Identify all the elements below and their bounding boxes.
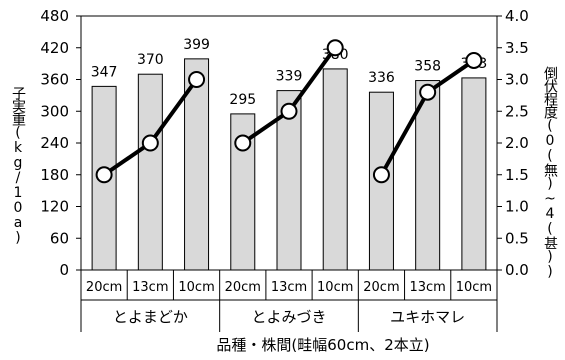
group-label: ユキホマレ bbox=[390, 308, 465, 326]
x-axis: 20cm 13cm 10cm 20cm 13cm 10cm 20cm 13cm 10cm とよまど… bbox=[80, 270, 498, 332]
plot-area: 347370399295339380336358363 bbox=[80, 15, 498, 271]
line-point bbox=[372, 166, 390, 184]
category-label: 10cm bbox=[317, 280, 353, 295]
line-point bbox=[234, 134, 252, 152]
bar bbox=[91, 85, 117, 271]
tick-label: 4.0 bbox=[505, 7, 529, 25]
tick-label: 0.0 bbox=[505, 261, 529, 279]
line-point bbox=[326, 39, 344, 57]
data-label: 370 bbox=[137, 52, 164, 68]
group-label: とよまどか bbox=[113, 308, 188, 326]
category-label: 13cm bbox=[132, 280, 168, 295]
data-label: 339 bbox=[276, 69, 303, 85]
data-label: 295 bbox=[229, 92, 256, 108]
category-label: 20cm bbox=[363, 280, 399, 295]
line-point bbox=[188, 71, 206, 88]
category-label: 13cm bbox=[409, 280, 445, 295]
line-point bbox=[95, 166, 113, 184]
bar bbox=[415, 80, 441, 271]
y-axis-label-left: 子実重(kg/10a) bbox=[10, 86, 26, 245]
line-point bbox=[141, 134, 159, 152]
category-label: 13cm bbox=[271, 280, 307, 295]
tick-label: 2.5 bbox=[505, 102, 529, 120]
y-axis-label-right: 倒伏程度(0(無)~4(甚)) bbox=[542, 66, 558, 279]
left-axis: 0 60 120 180 240 300 360 420 480 bbox=[40, 7, 81, 279]
data-label: 336 bbox=[368, 70, 395, 86]
bar bbox=[322, 68, 348, 271]
category-label: 10cm bbox=[456, 280, 492, 295]
category-label: 10cm bbox=[178, 280, 214, 295]
tick-label: 60 bbox=[50, 229, 69, 247]
tick-label: 420 bbox=[40, 39, 69, 57]
data-label: 358 bbox=[414, 59, 441, 75]
bar bbox=[276, 90, 302, 271]
tick-label: 3.0 bbox=[505, 71, 529, 89]
line-point bbox=[280, 102, 298, 120]
tick-label: 1.5 bbox=[505, 166, 529, 184]
tick-label: 480 bbox=[40, 7, 69, 25]
bar bbox=[184, 58, 210, 271]
tick-label: 360 bbox=[40, 71, 69, 89]
tick-label: 120 bbox=[40, 198, 69, 216]
x-axis-label: 品種・株間(畦幅60cm、2本立) bbox=[216, 336, 429, 354]
bar bbox=[461, 77, 487, 271]
data-label: 399 bbox=[183, 37, 210, 53]
tick-label: 300 bbox=[40, 102, 69, 120]
tick-label: 0 bbox=[59, 261, 69, 279]
tick-label: 3.5 bbox=[505, 39, 529, 57]
tick-label: 240 bbox=[40, 134, 69, 152]
bar bbox=[137, 73, 163, 271]
data-label: 347 bbox=[91, 64, 118, 80]
line-point bbox=[465, 51, 483, 69]
group-label: とよみづき bbox=[251, 308, 326, 326]
category-label: 20cm bbox=[225, 280, 261, 295]
category-label: 20cm bbox=[86, 280, 122, 295]
tick-label: 0.5 bbox=[505, 229, 529, 247]
tick-label: 1.0 bbox=[505, 198, 529, 216]
tick-label: 2.0 bbox=[505, 134, 529, 152]
right-axis: 0.0 0.5 1.0 1.5 2.0 2.5 3.0 3.5 4.0 bbox=[497, 7, 529, 279]
line-point bbox=[419, 83, 437, 101]
tick-label: 180 bbox=[40, 166, 69, 184]
